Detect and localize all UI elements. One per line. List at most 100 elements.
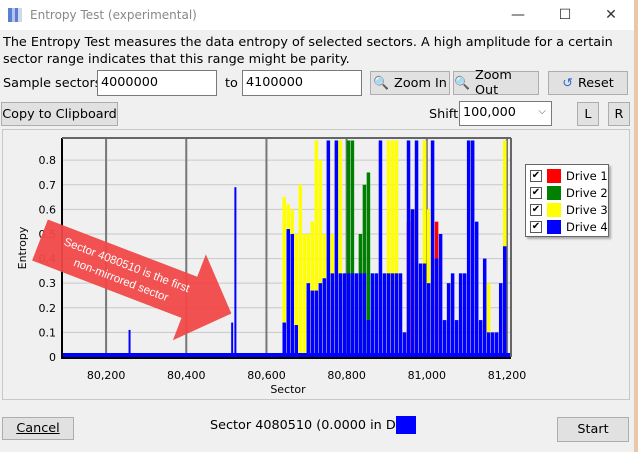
legend-label: Drive 3 bbox=[566, 203, 608, 217]
to-label: to bbox=[225, 76, 238, 91]
bar-drive-4 bbox=[362, 273, 367, 357]
bar-drive-4 bbox=[454, 320, 459, 357]
bar-drive-2 bbox=[346, 140, 351, 357]
shift-right-button[interactable]: R bbox=[608, 102, 630, 126]
bar-drive-4 bbox=[282, 322, 286, 357]
y-tick-label: 0.7 bbox=[39, 179, 57, 192]
y-axis-label: Entropy bbox=[16, 226, 29, 269]
swatch-drive-2 bbox=[547, 186, 561, 200]
y-tick-label: 0.6 bbox=[39, 203, 57, 216]
shift-select[interactable]: 100,000 ⌵ bbox=[459, 101, 552, 126]
bar-drive-4 bbox=[310, 290, 315, 357]
bar-drive-4 bbox=[402, 332, 407, 357]
bar-drive-4 bbox=[430, 140, 435, 357]
sample-from-input[interactable]: 4000000 bbox=[97, 70, 217, 96]
bar-drive-4 bbox=[366, 320, 371, 357]
title-bar: Entropy Test (experimental) — ☐ ✕ bbox=[0, 0, 638, 30]
status-color-swatch bbox=[396, 416, 416, 434]
x-tick-label: 80,800 bbox=[327, 369, 366, 382]
checkbox-drive-3[interactable]: ✔ bbox=[530, 204, 542, 216]
bar-drive-4 bbox=[314, 290, 319, 357]
bar-drive-4 bbox=[470, 140, 475, 357]
bar-drive-4 bbox=[338, 273, 343, 357]
zoom-out-label: Zoom Out bbox=[474, 68, 512, 98]
close-button[interactable]: ✕ bbox=[605, 7, 617, 23]
swatch-drive-1 bbox=[547, 169, 561, 183]
window-edge bbox=[634, 0, 638, 452]
bar-drive-4 bbox=[322, 278, 327, 357]
x-tick-label: 81,200 bbox=[488, 369, 527, 382]
shift-left-button[interactable]: L bbox=[577, 102, 599, 126]
bar-drive-4 bbox=[422, 263, 427, 357]
legend-label: Drive 2 bbox=[566, 186, 608, 200]
bar-drive-4 bbox=[438, 233, 443, 357]
start-button[interactable]: Start bbox=[557, 417, 629, 442]
bar-drive-4 bbox=[486, 332, 491, 357]
checkbox-drive-2[interactable]: ✔ bbox=[530, 187, 542, 199]
checkbox-drive-4[interactable]: ✔ bbox=[530, 221, 542, 233]
bar-drive-4 bbox=[128, 329, 131, 357]
bar-drive-4 bbox=[406, 140, 411, 357]
bar-drive-4 bbox=[330, 273, 335, 357]
swatch-drive-4 bbox=[547, 220, 561, 234]
y-tick-label: 0.8 bbox=[39, 154, 57, 167]
legend-item-drive-1[interactable]: ✔ Drive 1 bbox=[530, 168, 608, 184]
bar-drive-3 bbox=[282, 197, 286, 357]
bar-drive-4 bbox=[394, 273, 399, 357]
bar-drive-3 bbox=[310, 221, 315, 357]
bar-drive-4 bbox=[382, 273, 387, 357]
zoom-out-button[interactable]: 🔍 Zoom Out bbox=[453, 68, 539, 98]
bar-drive-4 bbox=[334, 140, 339, 357]
legend-item-drive-2[interactable]: ✔ Drive 2 bbox=[530, 185, 608, 201]
checkbox-drive-1[interactable]: ✔ bbox=[530, 170, 542, 182]
bar-drive-4 bbox=[342, 273, 347, 357]
zoom-in-button[interactable]: 🔍 Zoom In bbox=[370, 71, 450, 95]
bar-drive-4 bbox=[231, 322, 234, 357]
bar-drive-4 bbox=[410, 209, 415, 357]
bar-drive-4 bbox=[290, 233, 295, 357]
bar-drive-3 bbox=[486, 283, 491, 357]
y-tick-label: 0.1 bbox=[39, 326, 57, 339]
bar-drive-2 bbox=[362, 184, 367, 357]
bar-drive-4 bbox=[378, 140, 383, 357]
baseline-drive-4 bbox=[62, 353, 511, 357]
cancel-button[interactable]: Cancel bbox=[2, 417, 74, 440]
shift-value: 100,000 bbox=[463, 105, 516, 120]
arrow-shape bbox=[32, 219, 232, 341]
bar-drive-4 bbox=[346, 273, 351, 357]
legend-label: Drive 1 bbox=[566, 169, 608, 183]
bar-drive-4 bbox=[458, 273, 463, 357]
bar-drive-4 bbox=[306, 283, 311, 357]
minimize-button[interactable]: — bbox=[511, 7, 525, 23]
legend-item-drive-4[interactable]: ✔ Drive 4 bbox=[530, 219, 608, 235]
chart-legend: ✔ Drive 1 ✔ Drive 2 ✔ Drive 3 ✔ Drive 4 bbox=[525, 164, 609, 237]
bar-drive-4 bbox=[450, 273, 455, 357]
maximize-button[interactable]: ☐ bbox=[558, 7, 572, 23]
y-tick-label: 0 bbox=[49, 351, 56, 364]
bar-drive-4 bbox=[474, 221, 479, 357]
bar-drive-3 bbox=[390, 140, 395, 357]
x-tick-label: 80,600 bbox=[247, 369, 286, 382]
bar-drive-3 bbox=[394, 140, 399, 357]
sample-to-input[interactable]: 4100000 bbox=[242, 70, 362, 96]
chevron-down-icon: ⌵ bbox=[538, 106, 546, 117]
bar-drive-4 bbox=[286, 229, 291, 357]
app-icon bbox=[8, 8, 22, 22]
bar-drive-4 bbox=[494, 332, 499, 357]
legend-item-drive-3[interactable]: ✔ Drive 3 bbox=[530, 202, 608, 218]
description: The Entropy Test measures the data entro… bbox=[3, 35, 613, 67]
bar-drive-4 bbox=[498, 283, 503, 357]
reset-button[interactable]: ↺ Reset bbox=[548, 71, 628, 95]
bar-drive-4 bbox=[490, 332, 495, 357]
bar-drive-3 bbox=[338, 140, 343, 357]
bar-drive-3 bbox=[422, 140, 427, 357]
swatch-drive-3 bbox=[547, 203, 561, 217]
x-axis-label: Sector bbox=[270, 383, 306, 396]
bar-drive-3 bbox=[386, 140, 391, 357]
bar-drive-4 bbox=[426, 283, 431, 357]
reset-icon: ↺ bbox=[562, 75, 573, 91]
copy-to-clipboard-button[interactable]: Copy to Clipboard bbox=[1, 102, 118, 126]
y-tick-label: 0.3 bbox=[39, 277, 57, 290]
y-tick-label: 0.2 bbox=[39, 302, 57, 315]
